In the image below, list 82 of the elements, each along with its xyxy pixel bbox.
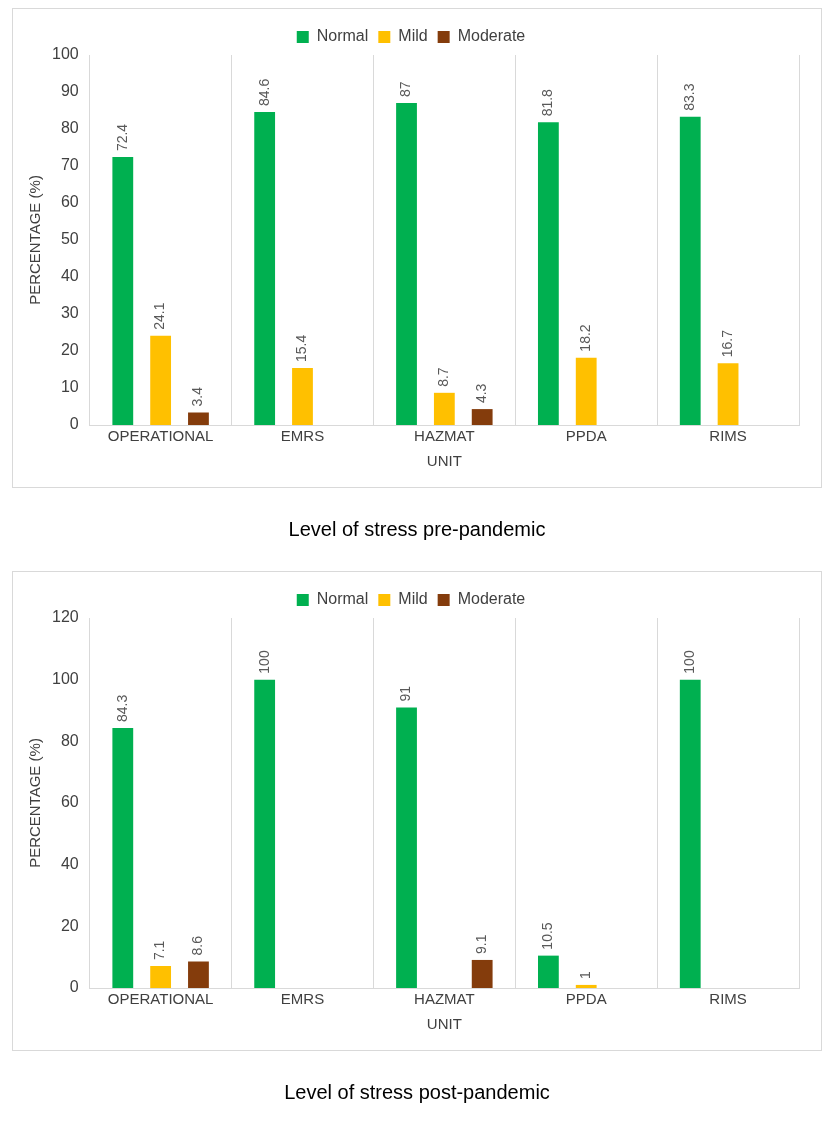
y-tick-label: 100 (51, 670, 79, 688)
x-axis-title: UNIT (426, 1015, 462, 1033)
data-label: 10.5 (539, 922, 556, 950)
data-label: 91 (397, 685, 414, 702)
bar (679, 679, 701, 988)
x-tick-label: EMRS (280, 990, 325, 1008)
bar (254, 111, 276, 425)
y-tick-label: 90 (60, 82, 79, 100)
bar (254, 679, 276, 988)
x-tick-label: RIMS (709, 990, 747, 1008)
x-tick-label: RIMS (709, 427, 747, 445)
legend-label: Moderate (457, 27, 526, 45)
data-label: 24.1 (151, 302, 168, 330)
legend-label: Normal (316, 590, 369, 608)
bar (188, 961, 209, 988)
data-label: 9.1 (473, 934, 490, 954)
bar (679, 116, 701, 425)
data-label: 84.3 (113, 694, 130, 723)
y-tick-label: 0 (69, 978, 79, 996)
x-tick-label: OPERATIONAL (107, 990, 214, 1008)
legend-label: Mild (398, 27, 428, 45)
y-tick-label: 70 (60, 156, 79, 174)
bar (112, 157, 134, 425)
y-tick-label: 40 (60, 267, 79, 285)
data-label: 100 (255, 650, 272, 674)
legend-label: Normal (316, 27, 369, 45)
bar (188, 412, 209, 425)
legend-label: Mild (398, 590, 428, 608)
y-tick-label: 40 (60, 855, 79, 873)
y-tick-label: 80 (60, 731, 79, 749)
data-label: 8.7 (435, 367, 452, 387)
bar (575, 357, 597, 425)
x-tick-label: OPERATIONAL (107, 427, 214, 445)
y-tick-label: 120 (51, 608, 79, 626)
bar (575, 984, 597, 988)
x-tick-label: EMRS (280, 427, 325, 445)
y-tick-label: 30 (60, 304, 79, 322)
bar (292, 368, 313, 425)
data-label: 87 (397, 81, 414, 98)
text: Level of stress post-pandemic (283, 1080, 551, 1105)
y-tick-label: 100 (51, 45, 79, 63)
y-tick-label: 0 (69, 415, 79, 433)
data-label: 83.3 (681, 83, 698, 111)
x-axis-title: UNIT (426, 452, 462, 470)
data-label: 100 (681, 650, 698, 674)
data-label: 81.8 (539, 88, 556, 117)
bar (433, 392, 455, 425)
bar (717, 363, 739, 425)
data-label: 7.1 (151, 940, 168, 961)
y-tick-label: 60 (60, 193, 79, 211)
legend-label: Moderate (457, 590, 526, 608)
y-axis-title: PERCENTAGE (%) (26, 738, 44, 868)
y-tick-label: 60 (60, 793, 79, 811)
bar (150, 966, 172, 988)
data-label: 15.4 (293, 334, 310, 363)
data-label: 84.6 (255, 78, 272, 106)
x-tick-label: PPDA (565, 990, 607, 1008)
data-label: 3.4 (189, 386, 206, 407)
bar (537, 955, 559, 988)
x-tick-label: HAZMAT (414, 427, 475, 445)
bar (150, 335, 172, 425)
bar (537, 122, 559, 425)
y-tick-label: 20 (60, 916, 79, 934)
bar (112, 728, 134, 988)
bar (396, 707, 417, 988)
bar (396, 103, 417, 425)
bar (471, 409, 493, 425)
data-label: 72.4 (113, 123, 130, 152)
bar (471, 959, 493, 988)
data-label: 18.2 (577, 324, 594, 352)
x-tick-label: PPDA (565, 427, 607, 445)
data-label: 8.6 (189, 935, 206, 956)
y-tick-label: 80 (60, 119, 79, 137)
y-tick-label: 50 (60, 230, 79, 248)
y-axis-title: PERCENTAGE (%) (26, 175, 44, 305)
x-tick-label: HAZMAT (414, 990, 475, 1008)
y-tick-label: 20 (60, 341, 79, 359)
data-label: 16.7 (718, 329, 735, 358)
data-label: 1 (577, 970, 594, 979)
y-tick-label: 10 (60, 378, 79, 396)
text: Level of stress pre-pandemic (287, 517, 547, 542)
data-label: 4.3 (473, 383, 490, 404)
